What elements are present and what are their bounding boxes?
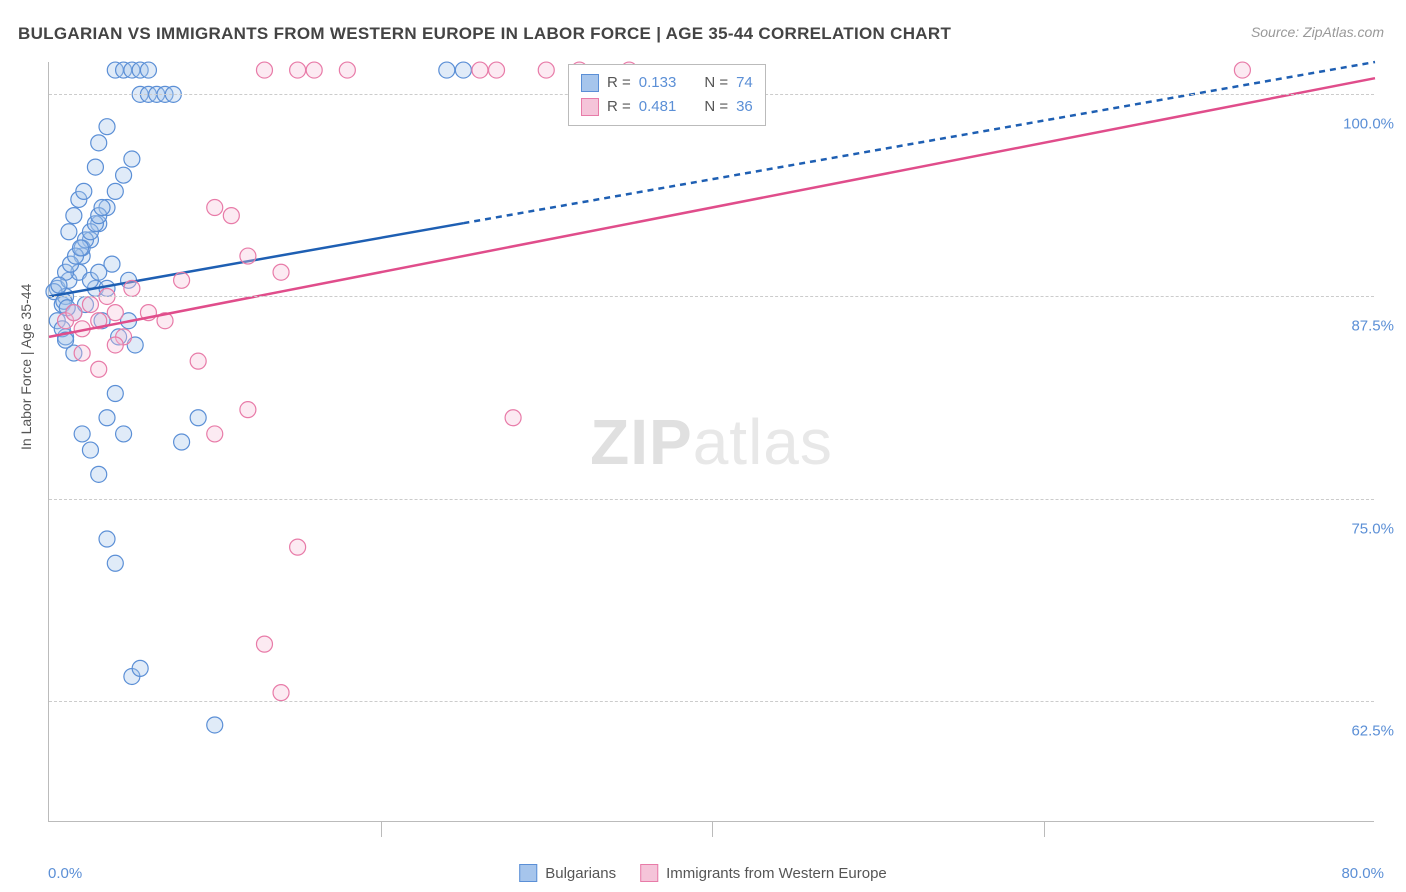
scatter-point [240, 248, 256, 264]
scatter-point [51, 277, 67, 293]
scatter-point [455, 62, 471, 78]
scatter-point [132, 660, 148, 676]
scatter-point [439, 62, 455, 78]
scatter-point [240, 402, 256, 418]
legend-label: Bulgarians [545, 865, 616, 882]
scatter-point [66, 208, 82, 224]
gridline-h [49, 296, 1374, 297]
scatter-point [74, 426, 90, 442]
scatter-point [207, 717, 223, 733]
y-tick-label: 100.0% [1343, 116, 1394, 133]
scatter-point [190, 353, 206, 369]
scatter-point [124, 280, 140, 296]
x-tick-minor [712, 821, 713, 837]
scatter-point [207, 200, 223, 216]
scatter-point [505, 410, 521, 426]
scatter-svg [49, 62, 1374, 821]
legend-label: Immigrants from Western Europe [666, 865, 887, 882]
scatter-point [140, 62, 156, 78]
stats-r-label: R = [607, 95, 631, 119]
gridline-h [49, 499, 1374, 500]
scatter-point [107, 385, 123, 401]
scatter-point [99, 410, 115, 426]
scatter-point [538, 62, 554, 78]
y-axis-label: In Labor Force | Age 35-44 [18, 284, 34, 450]
scatter-point [107, 337, 123, 353]
scatter-point [256, 636, 272, 652]
scatter-point [290, 62, 306, 78]
scatter-point [76, 183, 92, 199]
legend-swatch [640, 864, 658, 882]
stats-swatch [581, 98, 599, 116]
x-tick-minor [381, 821, 382, 837]
scatter-point [61, 224, 77, 240]
scatter-point [1234, 62, 1250, 78]
scatter-point [273, 685, 289, 701]
stats-box: R = 0.133 N = 74 R = 0.481 N = 36 [568, 64, 766, 126]
scatter-point [99, 531, 115, 547]
scatter-point [107, 305, 123, 321]
scatter-point [472, 62, 488, 78]
stats-row: R = 0.133 N = 74 [581, 71, 753, 95]
scatter-point [124, 151, 140, 167]
gridline-h [49, 701, 1374, 702]
stats-n-label: N = [704, 71, 728, 95]
y-tick-label: 87.5% [1351, 318, 1394, 335]
scatter-point [91, 361, 107, 377]
stats-n-label: N = [704, 95, 728, 119]
x-tick-minor [1044, 821, 1045, 837]
scatter-point [107, 555, 123, 571]
scatter-point [74, 345, 90, 361]
x-tick-max: 80.0% [1341, 865, 1384, 882]
scatter-point [174, 272, 190, 288]
chart-plot-area: ZIPatlas [48, 62, 1374, 822]
legend-item: Immigrants from Western Europe [640, 864, 887, 882]
scatter-point [82, 442, 98, 458]
stats-r-value: 0.133 [639, 71, 677, 95]
legend-bottom: Bulgarians Immigrants from Western Europe [519, 864, 887, 882]
scatter-point [290, 539, 306, 555]
scatter-point [207, 426, 223, 442]
stats-swatch [581, 74, 599, 92]
scatter-point [116, 426, 132, 442]
stats-n-value: 36 [736, 95, 753, 119]
scatter-point [87, 159, 103, 175]
y-tick-label: 75.0% [1351, 520, 1394, 537]
scatter-point [256, 62, 272, 78]
scatter-point [339, 62, 355, 78]
scatter-point [489, 62, 505, 78]
scatter-point [174, 434, 190, 450]
scatter-point [223, 208, 239, 224]
stats-r-value: 0.481 [639, 95, 677, 119]
scatter-point [72, 240, 88, 256]
y-tick-label: 62.5% [1351, 722, 1394, 739]
scatter-point [91, 466, 107, 482]
stats-n-value: 74 [736, 71, 753, 95]
scatter-point [66, 305, 82, 321]
chart-title: BULGARIAN VS IMMIGRANTS FROM WESTERN EUR… [18, 24, 951, 44]
scatter-point [91, 135, 107, 151]
legend-item: Bulgarians [519, 864, 616, 882]
scatter-point [94, 200, 110, 216]
stats-row: R = 0.481 N = 36 [581, 95, 753, 119]
legend-swatch [519, 864, 537, 882]
scatter-point [116, 167, 132, 183]
scatter-point [99, 119, 115, 135]
scatter-point [306, 62, 322, 78]
scatter-point [91, 264, 107, 280]
x-tick-min: 0.0% [48, 865, 82, 882]
scatter-point [82, 297, 98, 313]
scatter-point [273, 264, 289, 280]
scatter-point [107, 183, 123, 199]
scatter-point [190, 410, 206, 426]
source-attribution: Source: ZipAtlas.com [1251, 24, 1384, 40]
stats-r-label: R = [607, 71, 631, 95]
